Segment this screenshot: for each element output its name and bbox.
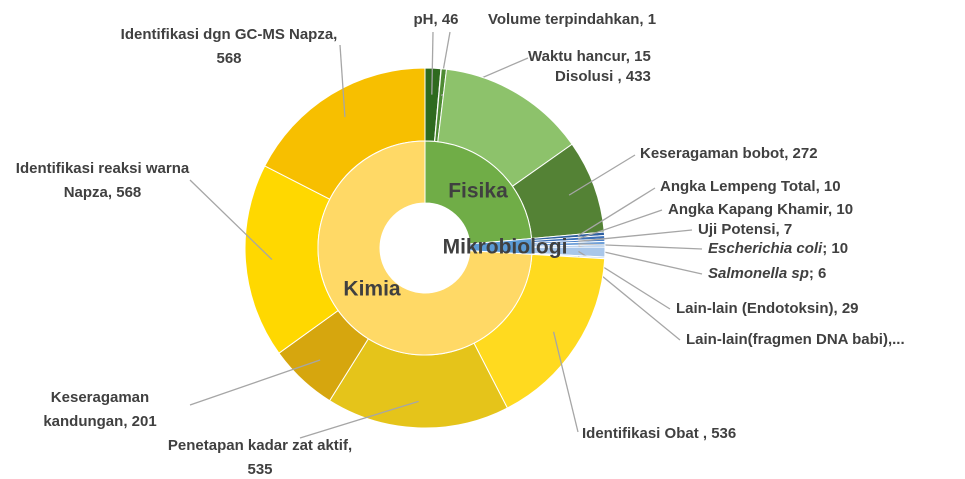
leader-line [339, 44, 346, 118]
data-label: Disolusi , 433 [555, 68, 651, 85]
leader-line [568, 154, 636, 196]
data-label: Identifikasi reaksi warna Napza, 568 [15, 160, 190, 201]
inner-segment [317, 140, 533, 356]
data-label: Identifikasi Obat , 536 [582, 425, 737, 442]
data-label: Waktu hancur, 15 [528, 48, 651, 65]
leader-line [578, 209, 663, 240]
leader-line [189, 359, 321, 406]
leader-line [189, 179, 273, 261]
leader-line [577, 187, 656, 237]
inner-segment [424, 140, 533, 245]
data-label: pH, 46 [413, 11, 459, 28]
leader-line [578, 229, 693, 242]
data-label: Volume terpindahkan, 1 [487, 11, 657, 28]
data-label: Keseragaman bobot, 272 [640, 145, 818, 162]
category-label: Kimia [343, 278, 401, 301]
category-label: Fisika [448, 180, 508, 203]
data-label: Uji Potensi, 7 [698, 221, 793, 238]
label-part: ; 10 [822, 240, 849, 257]
data-label: Identifikasi dgn GC-MS Napza, 568 [120, 26, 338, 67]
category-label: Mikrobiologi [443, 236, 568, 259]
data-label: Penetapan kadar zat aktif, 535 [167, 437, 353, 478]
label-part: Escherichia coli [708, 240, 823, 257]
data-label: Angka Lempeng Total, 10 [660, 178, 841, 195]
leader-line [299, 400, 419, 439]
label-part: ; 6 [808, 265, 827, 282]
data-label: Angka Kapang Khamir, 10 [668, 201, 854, 218]
leader-line [431, 31, 434, 95]
data-label: Salmonella sp; 6 [708, 262, 908, 286]
data-label: Lain-lain(fragmen DNA babi),... [686, 331, 905, 348]
data-label: Keseragaman kandungan, 201 [43, 389, 157, 430]
data-label: Lain-lain (Endotoksin), 29 [676, 300, 859, 317]
data-label: Escherichia coli; 10 [708, 237, 908, 261]
leader-line [552, 331, 579, 433]
label-part: Salmonella sp [708, 265, 809, 282]
